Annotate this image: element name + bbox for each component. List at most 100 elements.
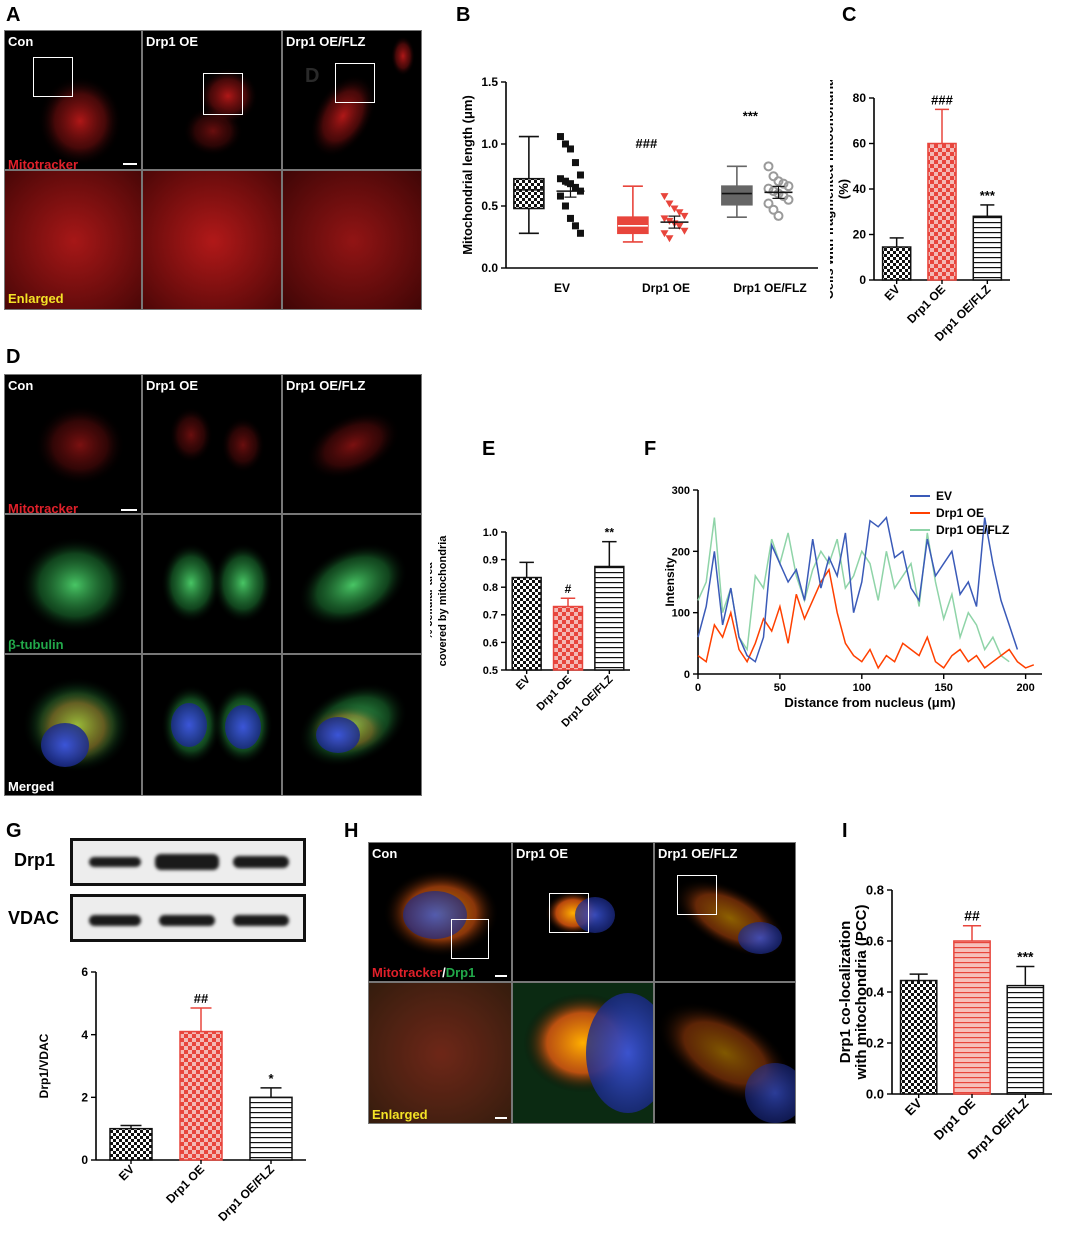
blot-vdac (70, 894, 306, 942)
scatter-point (556, 133, 564, 141)
band (159, 915, 215, 926)
micro-h-flz-enlarged (654, 982, 796, 1124)
y-axis-label: with mitochondria (PCC) (853, 905, 870, 1081)
label-con: Con (8, 378, 34, 393)
micro-a-drp1oe-enlarged (142, 170, 282, 310)
chart-b: 0.0 0.5 1.0 1.5 Mitochondrial length (μm) EV D… (460, 75, 818, 295)
cell-image (161, 685, 273, 765)
blot-drp1 (70, 838, 306, 886)
micro-a-drp1oe: Drp1 OE (142, 30, 282, 170)
x-tick-label: EV (554, 281, 570, 295)
bar (594, 565, 625, 671)
scale-bar (495, 975, 507, 977)
label-drp1-oe: Drp1 OE (516, 846, 569, 861)
y-axis-label: Drp1 co-localization (837, 921, 854, 1064)
label-enlarged: Enlarged (8, 291, 64, 306)
micro-d-flz-tubulin (282, 514, 422, 654)
significance-label: ### (636, 136, 658, 151)
scatter-point (670, 205, 679, 213)
panel-label-g: G (6, 820, 22, 842)
micro-d-drp1oe-mito: Drp1 OE (142, 374, 282, 514)
y-tick-label: 0.6 (483, 637, 498, 649)
y-tick-label: 0.5 (483, 665, 498, 677)
band (155, 854, 219, 870)
cell-image (161, 543, 273, 623)
scatter-point (566, 145, 574, 153)
micro-a-con: Con Mitotracker (4, 30, 142, 170)
series-line (697, 517, 1010, 663)
label-enlarged: Enlarged (372, 1107, 428, 1122)
panel-label-c: C (842, 4, 857, 26)
legend-label: Drp1 OE/FLZ (936, 523, 1009, 537)
scatter-point (675, 222, 684, 230)
bar (249, 1096, 293, 1161)
bar (927, 142, 957, 281)
micro-d-con-merged: Merged (4, 654, 142, 796)
scatter-point (665, 235, 674, 243)
cell-image (298, 682, 408, 768)
x-tick-label: Drp1 OE (163, 1162, 207, 1206)
y-axis-label: Drp1/VDAC (37, 1033, 51, 1098)
label-mitotracker-part: Mitotracker (372, 965, 443, 980)
micro-a-flz: Drp1 OE/FLZ D (282, 30, 422, 170)
y-tick-label: 1.5 (481, 75, 498, 89)
scatter-point (773, 210, 784, 221)
scale-bar (121, 509, 137, 511)
chart-f: 0 100 200 300 0 50 100 150 200 Distance from nucl… (663, 485, 1042, 710)
micro-d-con-tubulin: β-tubulin (4, 514, 142, 654)
x-tick-label: Drp1 OE (535, 674, 575, 714)
scatter-point (576, 171, 584, 179)
x-tick-label: EV (514, 673, 533, 692)
bar (1006, 984, 1045, 1095)
roi-box (335, 63, 375, 103)
micro-h-drp1oe-enlarged (512, 982, 654, 1124)
scatter-point (556, 192, 564, 200)
roi-box (549, 893, 589, 933)
cell-image (305, 410, 401, 480)
x-tick-label: EV (116, 1162, 137, 1183)
y-tick-label: 0.6 (866, 934, 884, 949)
enlarged-image (283, 171, 421, 309)
y-tick-label: 0.0 (481, 261, 498, 275)
faint-letter: D (305, 65, 320, 87)
y-tick-label: 80 (853, 91, 867, 105)
micro-d-drp1oe-merged (142, 654, 282, 796)
scatter-point (576, 229, 584, 237)
label-drp1-oe-flz: Drp1 OE/FLZ (286, 34, 366, 49)
scatter-point (561, 140, 569, 148)
bar (552, 605, 584, 671)
scatter-point (768, 186, 779, 197)
scatter-point (675, 209, 684, 217)
y-tick-label: 60 (853, 137, 867, 151)
cell-image (383, 869, 499, 957)
bar (109, 1127, 153, 1161)
label-drp1-oe-flz: Drp1 OE/FLZ (286, 378, 366, 393)
micro-h-flz: Drp1 OE/FLZ (654, 842, 796, 982)
y-tick-label: 100 (672, 608, 690, 620)
y-tick-label: 4 (81, 1028, 88, 1042)
band (233, 915, 289, 926)
enlarged-image (143, 171, 281, 309)
blot-label-vdac: VDAC (8, 908, 60, 928)
x-axis-label: Distance from nucleus (μm) (784, 695, 955, 710)
cell-image (38, 76, 122, 166)
scatter-point (561, 202, 569, 210)
scatter-point (660, 230, 669, 238)
panel-label-d: D (6, 346, 21, 368)
scale-bar (495, 1117, 507, 1119)
cell-image (183, 68, 258, 156)
y-tick-label: 0 (81, 1153, 88, 1167)
cell-image (309, 36, 415, 158)
y-tick-label: 2 (81, 1091, 88, 1105)
x-tick-label: Drp1 OE (642, 281, 690, 295)
y-tick-label: 6 (81, 965, 88, 979)
x-tick-label: Drp1 OE/FLZ (215, 1162, 277, 1224)
scatter-point (768, 204, 779, 215)
scatter-point (763, 161, 774, 172)
y-tick-label: 0.8 (866, 883, 884, 898)
enlarged-image (657, 1001, 795, 1123)
y-axis-label: covered by mitochondria (437, 535, 449, 667)
micro-h-drp1oe: Drp1 OE (512, 842, 654, 982)
scatter-point (680, 227, 689, 235)
blot-label-drp1: Drp1 (14, 850, 56, 870)
